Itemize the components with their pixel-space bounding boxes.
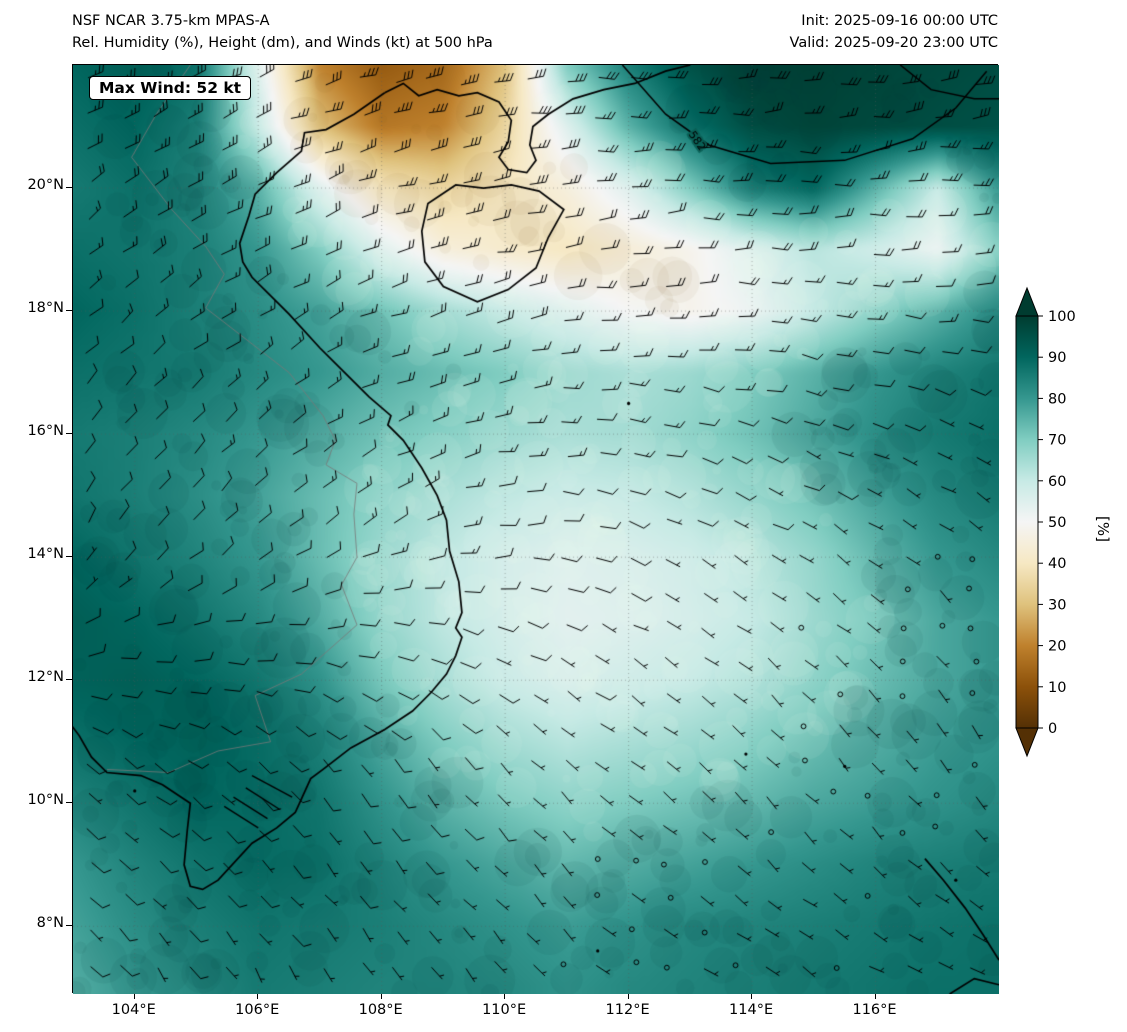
init-time: Init: 2025-09-16 00:00 UTC xyxy=(801,13,998,29)
lon-tick-mark xyxy=(874,994,876,999)
colorbar-tick-label: 70 xyxy=(1048,433,1066,449)
colorbar: 0 10 20 30 40 50 60 70 80 90 100 xyxy=(1015,286,1076,758)
lat-tick-label: 18°N xyxy=(27,300,64,317)
colorbar-tick-label: 100 xyxy=(1048,309,1076,325)
lat-tick-mark xyxy=(66,556,72,558)
lat-tick-mark xyxy=(66,925,72,927)
colorbar-tick-label: 90 xyxy=(1048,350,1066,366)
colorbar-tick-label: 40 xyxy=(1048,556,1066,572)
lon-tick-mark xyxy=(504,994,506,999)
lat-tick-label: 8°N xyxy=(36,915,64,932)
lon-tick-label: 116°E xyxy=(852,1002,897,1018)
colorbar-arrow-top xyxy=(1015,286,1039,317)
lat-tick-mark xyxy=(66,187,72,189)
model-name: NSF NCAR 3.75-km MPAS-A xyxy=(72,13,270,29)
lon-tick-mark xyxy=(380,994,382,999)
lat-tick-label: 16°N xyxy=(27,423,64,440)
valid-time: Valid: 2025-09-20 23:00 UTC xyxy=(789,35,998,51)
colorbar-tick-label: 20 xyxy=(1048,639,1066,655)
lon-tick-mark xyxy=(627,994,629,999)
colorbar-arrow-bottom xyxy=(1015,727,1039,758)
lon-tick-mark xyxy=(257,994,259,999)
lon-tick-label: 112°E xyxy=(605,1002,650,1018)
run-time-block: Init: 2025-09-16 00:00 UTC Valid: 2025-0… xyxy=(790,10,998,54)
colorbar-tick-label: 50 xyxy=(1048,515,1066,531)
lat-tick-label: 20°N xyxy=(27,177,64,194)
lat-tick-mark xyxy=(66,433,72,435)
map-axes: Max Wind: 52 kt xyxy=(72,64,999,994)
lon-tick-label: 106°E xyxy=(235,1002,280,1018)
lon-tick-label: 108°E xyxy=(358,1002,403,1018)
colorbar-tick-label: 80 xyxy=(1048,391,1066,407)
lat-tick-label: 10°N xyxy=(27,792,64,809)
lon-tick-mark xyxy=(133,994,135,999)
figure-title-block: NSF NCAR 3.75-km MPAS-A Rel. Humidity (%… xyxy=(72,10,493,54)
lat-tick-label: 12°N xyxy=(27,669,64,686)
lon-tick-label: 104°E xyxy=(111,1002,156,1018)
lat-tick-mark xyxy=(66,802,72,804)
lat-tick-mark xyxy=(66,310,72,312)
lat-tick-label: 14°N xyxy=(27,546,64,563)
lon-tick-label: 110°E xyxy=(482,1002,527,1018)
colorbar-tick-label: 10 xyxy=(1048,680,1066,696)
colorbar-tick-label: 60 xyxy=(1048,474,1066,490)
max-wind-badge: Max Wind: 52 kt xyxy=(89,76,252,100)
lat-tick-mark xyxy=(66,679,72,681)
colorbar-tick-label: 0 xyxy=(1048,721,1057,737)
colorbar-unit-label: [%] xyxy=(1093,516,1112,542)
lon-tick-mark xyxy=(751,994,753,999)
colorbar-gradient xyxy=(1015,315,1039,729)
lon-tick-label: 114°E xyxy=(729,1002,774,1018)
colorbar-tick-label: 30 xyxy=(1048,597,1066,613)
field-description: Rel. Humidity (%), Height (dm), and Wind… xyxy=(72,35,493,51)
map-canvas xyxy=(73,65,999,994)
